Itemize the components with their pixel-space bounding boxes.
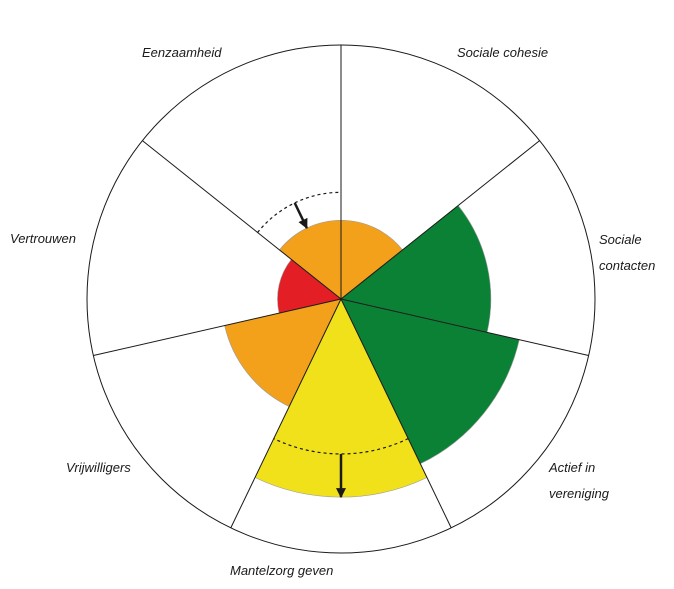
spoke-line bbox=[340, 298, 452, 529]
category-label-actief-in-vereniging: Actief in vereniging bbox=[549, 460, 609, 501]
category-label-vertrouwen: Vertrouwen bbox=[10, 231, 76, 246]
sector-vrijwilligers bbox=[224, 298, 342, 407]
spoke-line bbox=[230, 298, 342, 529]
reference-arc-eenzaamheid bbox=[257, 191, 342, 233]
sector-actief-in-vereniging bbox=[340, 298, 520, 465]
category-label-vrijwilligers: Vrijwilligers bbox=[66, 460, 131, 475]
sector-sociale-contacten bbox=[340, 205, 492, 333]
reference-arrow-eenzaamheid bbox=[293, 202, 308, 229]
spoke-line bbox=[340, 140, 540, 300]
spoke-line bbox=[340, 298, 589, 357]
spoke-line bbox=[93, 298, 342, 357]
sector-group bbox=[224, 205, 520, 498]
category-label-sociale-contacten: Sociale contacten bbox=[599, 232, 656, 273]
category-label-sociale-cohesie: Sociale cohesie bbox=[457, 45, 549, 60]
sector-sociale-cohesie bbox=[340, 219, 403, 300]
spoke-line bbox=[142, 140, 342, 300]
sector-vertrouwen bbox=[277, 258, 342, 314]
reference-arc-mantelzorg-geven bbox=[273, 438, 409, 455]
category-label-mantelzorg-geven: Mantelzorg geven bbox=[230, 563, 334, 578]
chart-frame bbox=[86, 44, 596, 554]
category-label-eenzaamheid: Eenzaamheid bbox=[142, 45, 222, 60]
reference-group bbox=[257, 191, 409, 499]
